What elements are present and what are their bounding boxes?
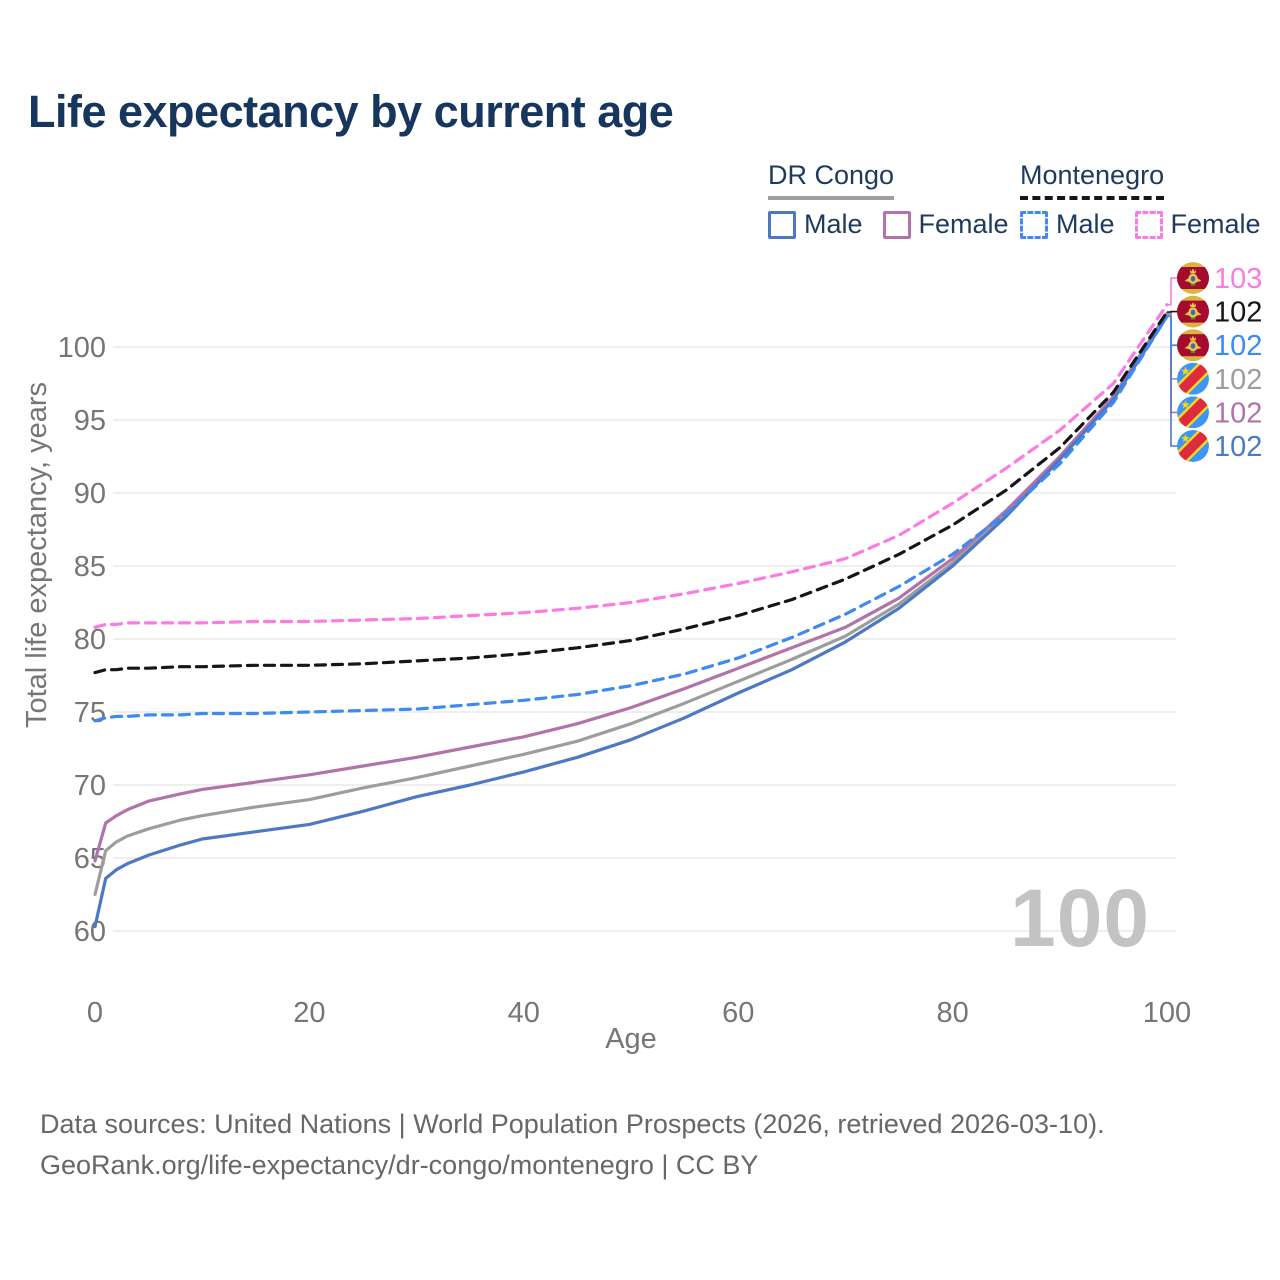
data-sources-note: Data sources: United Nations | World Pop… bbox=[40, 1109, 1105, 1139]
legend-item-label: Male bbox=[804, 209, 863, 239]
montenegro-female-swatch-icon bbox=[1134, 210, 1163, 239]
dr-congo-female-swatch-icon bbox=[882, 210, 911, 239]
legend-item-label: Male bbox=[1056, 209, 1115, 239]
end-value-montenegro-female: 103 bbox=[1214, 263, 1262, 295]
legend-group-dr-congo: DR Congo Male Female bbox=[768, 160, 1009, 240]
dr-congo-male-swatch-icon bbox=[768, 210, 796, 239]
legend-country-montenegro[interactable]: Montenegro bbox=[1020, 160, 1165, 200]
georank-url-link[interactable]: GeoRank.org/life-expectancy/dr-congo/mon… bbox=[40, 1150, 759, 1180]
end-value-montenegro-male: 102 bbox=[1214, 330, 1262, 362]
montenegro-male-swatch-icon bbox=[1020, 210, 1048, 239]
end-value-dr-congo-male: 102 bbox=[1214, 431, 1262, 463]
legend-group-montenegro: Montenegro Male Female bbox=[1020, 160, 1261, 240]
x-tick-20: 20 bbox=[293, 997, 325, 1029]
y-axis-title: Total life expectancy, years bbox=[21, 382, 53, 728]
legend-item-montenegro-female[interactable]: Female bbox=[1134, 209, 1261, 240]
x-axis-title: Age bbox=[605, 1023, 657, 1055]
dr-congo-flag-icon bbox=[1171, 357, 1216, 402]
watermark-age-indicator: 100 bbox=[1010, 873, 1150, 964]
legend-item-dr-congo-male[interactable]: Male bbox=[768, 209, 863, 240]
dr-congo-flag-icon bbox=[1171, 424, 1216, 469]
series-line-dr-congo-male bbox=[93, 314, 1169, 929]
end-value-dr-congo-female: 102 bbox=[1214, 397, 1262, 429]
page-title: Life expectancy by current age bbox=[28, 86, 674, 137]
y-tick-60: 60 bbox=[74, 916, 106, 948]
x-tick-80: 80 bbox=[936, 997, 968, 1029]
legend-item-dr-congo-female[interactable]: Female bbox=[882, 209, 1009, 240]
y-tick-95: 95 bbox=[74, 405, 106, 437]
end-value-dr-congo-both: 102 bbox=[1214, 364, 1262, 396]
y-tick-75: 75 bbox=[74, 697, 106, 729]
legend-item-label: Female bbox=[1170, 209, 1261, 239]
y-tick-70: 70 bbox=[74, 770, 106, 802]
series-line-montenegro-female bbox=[93, 303, 1169, 629]
footer: Data sources: United Nations | World Pop… bbox=[40, 1104, 1105, 1186]
legend-country-dr-congo[interactable]: DR Congo bbox=[768, 160, 895, 200]
y-tick-100: 100 bbox=[58, 332, 106, 364]
end-connector-dr-congo-female bbox=[1167, 312, 1180, 414]
end-connector-montenegro-male bbox=[1167, 315, 1180, 346]
series-line-dr-congo-female bbox=[93, 311, 1169, 863]
series-line-montenegro-both bbox=[93, 310, 1169, 675]
x-tick-0: 0 bbox=[87, 997, 103, 1029]
x-tick-40: 40 bbox=[508, 997, 540, 1029]
legend-item-montenegro-male[interactable]: Male bbox=[1020, 209, 1115, 240]
y-tick-80: 80 bbox=[74, 624, 106, 656]
montenegro-flag-icon bbox=[1177, 296, 1209, 328]
y-tick-90: 90 bbox=[74, 478, 106, 510]
dr-congo-flag-icon bbox=[1171, 390, 1216, 435]
montenegro-flag-icon bbox=[1177, 329, 1209, 361]
series-line-montenegro-male bbox=[93, 314, 1169, 723]
series-line-dr-congo-both bbox=[93, 313, 1169, 897]
y-tick-85: 85 bbox=[74, 551, 106, 583]
montenegro-flag-icon bbox=[1177, 262, 1209, 294]
end-connector-montenegro-female bbox=[1167, 277, 1180, 306]
legend-item-label: Female bbox=[918, 209, 1009, 239]
legend: DR Congo Male Female Montenegro Male bbox=[0, 0, 1280, 250]
x-tick-60: 60 bbox=[722, 997, 754, 1029]
series-lines bbox=[93, 303, 1169, 929]
x-tick-100: 100 bbox=[1143, 997, 1191, 1029]
end-value-montenegro-both: 102 bbox=[1214, 297, 1262, 329]
